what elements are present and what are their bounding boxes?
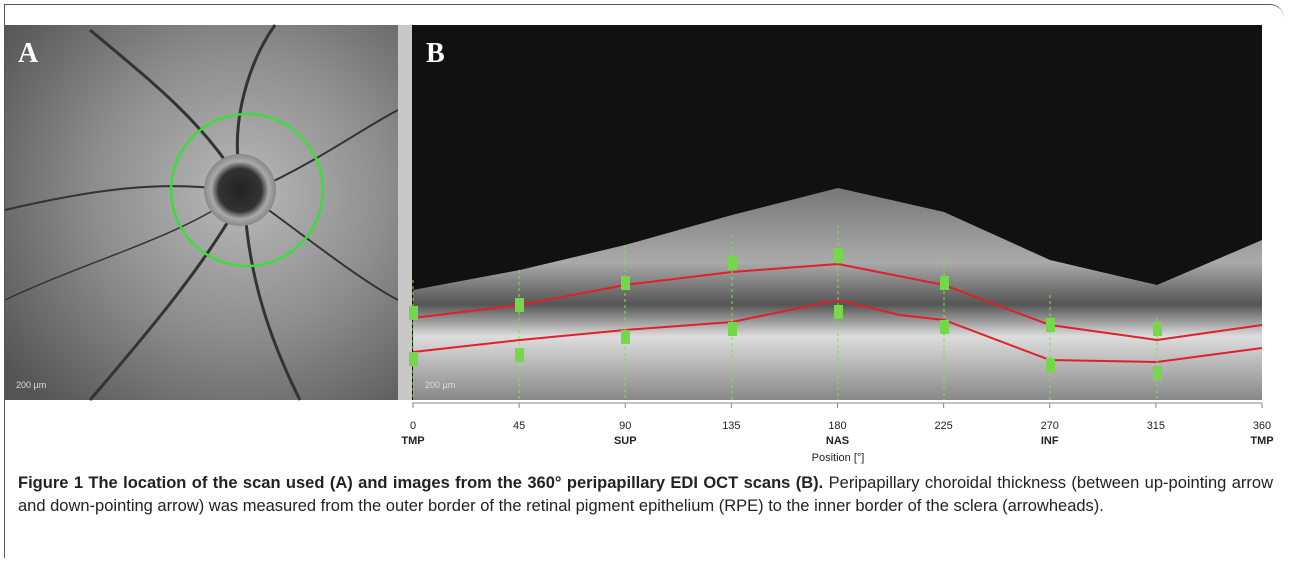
tick-label: 180 [828,420,846,432]
fundus-image [5,25,398,400]
region-label: TMP [401,435,424,447]
tick-label: 360 [1253,420,1271,432]
optic-disc [204,154,276,226]
scale-bar: 200 µm [16,380,46,390]
tick-label: 225 [934,420,952,432]
caption-title: Figure 1 The location of the scan used (… [18,474,823,492]
tick-label: 45 [513,420,525,432]
tick-label: 135 [722,420,740,432]
region-label: INF [1041,435,1059,447]
tick-label: 315 [1147,420,1165,432]
figure-image: A B 200 µm 200 µm 0 45 90 135 180 225 270 315 36… [0,0,1290,470]
tick-label: 0 [410,420,416,432]
axis-title: Position [°] [812,452,865,464]
tick-label: 270 [1041,420,1059,432]
region-label: TMP [1250,435,1273,447]
page-body: A B 200 µm 200 µm 0 45 90 135 180 225 270 315 36… [0,0,1290,564]
region-label: SUP [614,435,637,447]
scale-bar: 200 µm [425,380,455,390]
panel-label: B [426,38,445,69]
divider [398,25,412,400]
panel-label: A [18,38,39,69]
page: Figure 1 {"figure": { "panel_a": {"label… [0,0,1290,564]
region-label: NAS [826,435,849,447]
x-axis: 0 45 90 135 180 225 270 315 360 TMP SUP NAS INF TMP [401,403,1273,447]
caption: Figure 1 The location of the scan used (… [18,472,1273,517]
tick-label: 90 [619,420,631,432]
